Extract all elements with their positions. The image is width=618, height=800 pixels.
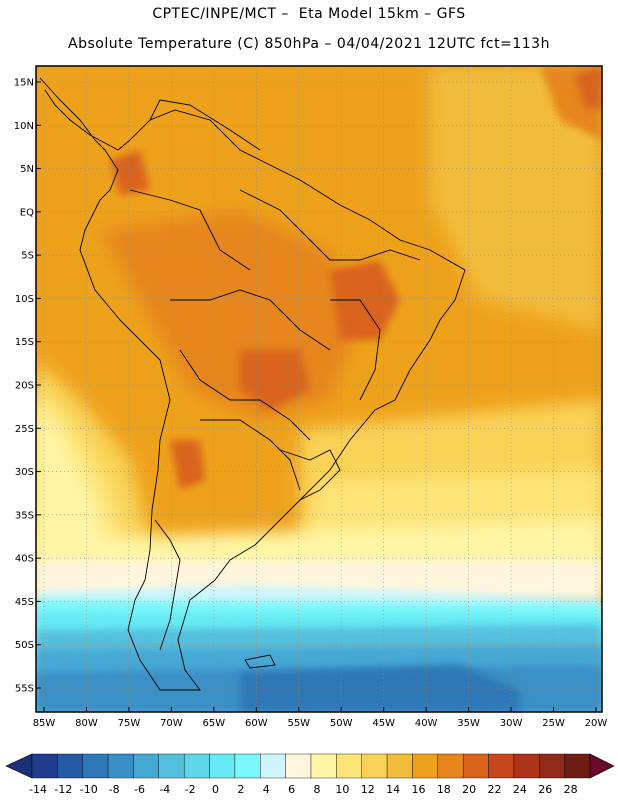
colorbar-swatch xyxy=(31,753,58,779)
colorbar-tick-label: -8 xyxy=(109,783,120,796)
lon-label: 80W xyxy=(75,718,98,729)
lat-label: 5N xyxy=(20,164,34,175)
colorbar-tick-label: 24 xyxy=(513,783,527,796)
lon-label: 60W xyxy=(245,718,268,729)
lon-label: 70W xyxy=(160,718,183,729)
lat-label: 55S xyxy=(15,684,34,695)
map-frame xyxy=(35,65,603,713)
title-line-1: CPTEC/INPE/MCT – Eta Model 15km – GFS xyxy=(152,6,466,22)
colorbar-labels: -14 -12 -10 -8 -6 -4 -2 0 2 4 6 8 10 12 14 16 18 20 22 24 26… xyxy=(29,783,578,796)
colorbar-swatch xyxy=(57,753,83,779)
lat-label: 5S xyxy=(21,251,34,262)
lon-label: 40W xyxy=(415,718,438,729)
colorbar-swatch xyxy=(462,753,489,779)
colorbar-tick-label: 10 xyxy=(335,783,349,796)
colorbar-tick-label: -10 xyxy=(80,783,98,796)
lon-label: 55W xyxy=(287,718,310,729)
colorbar-swatch xyxy=(209,753,236,779)
lon-label: 30W xyxy=(500,718,523,729)
lon-label: 65W xyxy=(203,718,226,729)
colorbar-swatch xyxy=(336,753,362,779)
colorbar-tick-label: 18 xyxy=(437,783,451,796)
lat-label: 30S xyxy=(15,467,34,478)
lat-label: 10N xyxy=(14,121,34,132)
title-line-2: Absolute Temperature (C) 850hPa – 04/04/… xyxy=(68,36,550,52)
colorbar-swatch xyxy=(437,753,464,779)
lat-label: 15N xyxy=(14,78,34,89)
temperature-field xyxy=(36,66,602,712)
colorbar-tick-label: 2 xyxy=(237,783,244,796)
colorbar-swatch xyxy=(361,753,388,779)
coastline-and-borders xyxy=(39,77,466,691)
colorbar-overflow-arrow xyxy=(589,753,615,779)
colorbar-swatch xyxy=(107,753,134,779)
colorbar-tick-label: 8 xyxy=(314,783,321,796)
colorbar-swatch xyxy=(133,753,160,779)
colorbar-swatch xyxy=(234,753,261,779)
colorbar-tick-label: 28 xyxy=(564,783,578,796)
lon-label: 35W xyxy=(457,718,480,729)
colorbar-swatch xyxy=(260,753,286,779)
colorbar-swatch xyxy=(183,753,210,779)
lon-label: 45W xyxy=(372,718,395,729)
lon-label: 75W xyxy=(118,718,141,729)
colorbar-tick-label: 16 xyxy=(411,783,425,796)
colorbar-tick-label: -2 xyxy=(185,783,196,796)
lat-label: 40S xyxy=(15,554,34,565)
lat-label: 45S xyxy=(15,597,34,608)
colorbar-swatch xyxy=(488,753,515,779)
colorbar-swatch xyxy=(539,753,565,779)
colorbar-swatch xyxy=(310,753,337,779)
lat-label: 20S xyxy=(15,381,34,392)
colorbar xyxy=(5,753,615,779)
colorbar-tick-label: 22 xyxy=(488,783,502,796)
colorbar-swatch xyxy=(82,753,109,779)
lat-label: EQ xyxy=(20,207,34,218)
lat-label: 10S xyxy=(15,294,34,305)
lat-label: 50S xyxy=(15,640,34,651)
colorbar-tick-label: 12 xyxy=(361,783,375,796)
colorbar-tick-label: -4 xyxy=(159,783,170,796)
colorbar-tick-label: -12 xyxy=(54,783,72,796)
lat-label: 15S xyxy=(15,337,34,348)
lat-label: 35S xyxy=(15,510,34,521)
colorbar-tick-label: -6 xyxy=(134,783,145,796)
colorbar-swatch xyxy=(285,753,312,779)
colorbar-tick-label: 20 xyxy=(462,783,476,796)
longitude-labels: 85W 80W 75W 70W 65W 60W 55W 50W 45W 40W 35W 30W 25W 2… xyxy=(33,707,608,729)
colorbar-tick-label: 14 xyxy=(386,783,400,796)
colorbar-swatch xyxy=(513,753,540,779)
colorbar-swatch xyxy=(412,753,439,779)
colorbar-tick-label: -14 xyxy=(29,783,47,796)
latitude-labels: 15N 10N 5N EQ 5S 10S 15S 20S 25S 30S 35S 40S 45S 50S 5… xyxy=(14,78,41,695)
colorbar-underflow-arrow xyxy=(5,753,33,779)
colorbar-tick-label: 26 xyxy=(538,783,552,796)
lon-label: 85W xyxy=(33,718,56,729)
colorbar-swatch xyxy=(386,753,413,779)
colorbar-tick-label: 0 xyxy=(212,783,219,796)
colorbar-swatch xyxy=(564,753,591,779)
lon-label: 20W xyxy=(585,718,608,729)
lon-label: 50W xyxy=(330,718,353,729)
colorbar-tick-label: 6 xyxy=(288,783,295,796)
colorbar-tick-label: 4 xyxy=(263,783,270,796)
lon-label: 25W xyxy=(542,718,565,729)
lat-label: 25S xyxy=(15,424,34,435)
colorbar-swatch xyxy=(158,753,185,779)
